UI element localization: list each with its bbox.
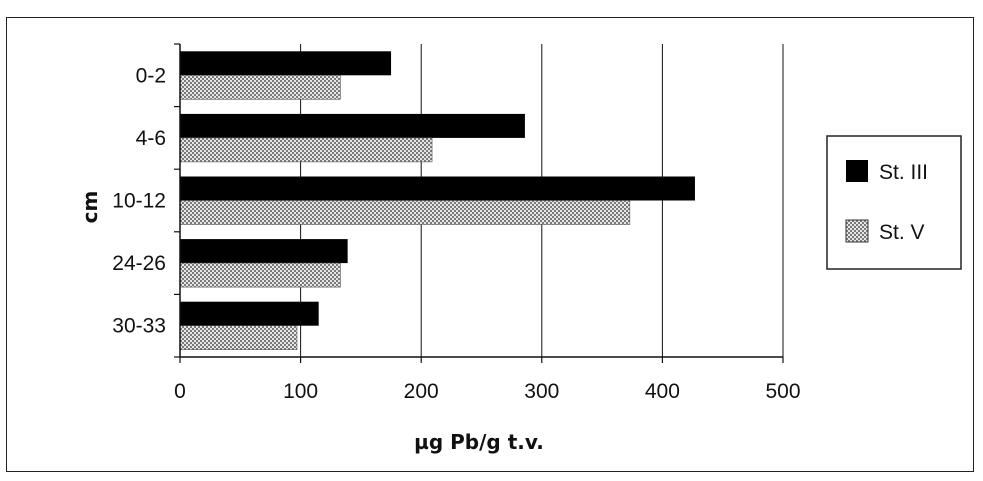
legend-swatch-st-v (845, 219, 869, 243)
x-tick-label: 400 (645, 380, 680, 403)
bar-st-v-4-6 (179, 137, 433, 163)
y-axis-title: cm (78, 191, 102, 224)
bar-st-v-30-33 (179, 325, 298, 351)
x-axis-title: µg Pb/g t.v. (414, 430, 544, 454)
x-tick-label: 500 (765, 380, 800, 403)
bar-st-iii-0-2 (180, 51, 392, 76)
y-tick-label: 10-12 (112, 190, 166, 213)
x-tick-label: 0 (174, 380, 186, 403)
axes (174, 43, 784, 363)
y-tick-label: 4-6 (136, 127, 166, 150)
y-tick-label: 0-2 (136, 64, 166, 87)
legend-label-st-iii: St. III (879, 161, 928, 184)
legend-swatch-st-iii (846, 160, 868, 182)
bar-st-v-0-2 (179, 75, 341, 100)
bars (179, 51, 695, 351)
bar-st-iii-10-12 (180, 176, 695, 201)
x-tick-label: 200 (404, 380, 439, 403)
y-tick-label: 24-26 (112, 252, 166, 275)
bar-st-iii-30-33 (180, 301, 319, 326)
legend: St. III St. V (826, 135, 962, 270)
x-tick-label: 300 (524, 380, 559, 403)
bar-st-v-10-12 (179, 200, 631, 225)
y-tick-label: 30-33 (112, 315, 166, 338)
legend-label-st-v: St. V (879, 221, 925, 244)
bar-st-iii-24-26 (180, 239, 348, 264)
bar-st-v-24-26 (179, 262, 341, 288)
bar-st-iii-4-6 (180, 113, 525, 138)
chart-frame (6, 17, 974, 472)
x-tick-label: 100 (283, 380, 318, 403)
legend-box (826, 135, 962, 270)
